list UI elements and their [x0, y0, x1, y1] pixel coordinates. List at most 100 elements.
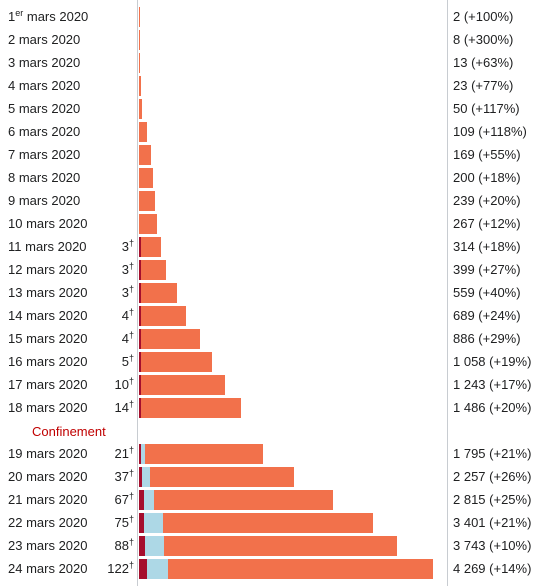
chart-row: 14 mars 2020 4† 689 (+24%) [0, 304, 542, 327]
chart-row: 17 mars 2020 10† 1 243 (+17%) [0, 373, 542, 396]
date-ordinal-suffix: er [15, 8, 24, 18]
dagger-icon: † [128, 261, 134, 271]
date-month: mars 2020 [22, 515, 88, 530]
active-segment [139, 214, 157, 234]
date-day: 3 [8, 55, 16, 70]
deaths-segment [139, 375, 141, 395]
chart-row: 10 mars 2020 267 (+12%) [0, 212, 542, 235]
date-month: mars 2020 [23, 9, 89, 24]
date-month: mars 2020 [15, 32, 81, 47]
dagger-icon: † [128, 399, 134, 409]
deaths-segment [139, 513, 144, 533]
date-label: 3 mars 2020 [8, 51, 80, 74]
date-label: 5 mars 2020 [8, 97, 80, 120]
case-bar [139, 145, 151, 165]
date-day: 1 [8, 9, 16, 24]
date-label: 2 mars 2020 [8, 28, 80, 51]
date-day: 5 [8, 101, 16, 116]
date-label: 19 mars 2020 [8, 442, 88, 465]
dagger-icon: † [128, 284, 134, 294]
deaths-segment [139, 559, 147, 579]
date-day: 15 [8, 331, 23, 346]
total-cases-label: 3 743 (+10%) [453, 538, 532, 553]
deaths-segment [139, 260, 141, 280]
case-bar [139, 559, 433, 579]
date-month: mars 2020 [15, 55, 81, 70]
date-label: 24 mars 2020 [8, 557, 88, 580]
total-cases-label: 2 815 (+25%) [453, 492, 532, 507]
chart-row: 4 mars 2020 23 (+77%) [0, 74, 542, 97]
recovered-segment [141, 444, 145, 464]
deaths-label: 122† [107, 560, 134, 577]
date-month: mars 2020 [22, 354, 88, 369]
chart-row: 8 mars 2020 200 (+18%) [0, 166, 542, 189]
date-month: mars 2020 [22, 492, 88, 507]
date-label: 22 mars 2020 [8, 511, 88, 534]
active-segment [163, 513, 373, 533]
date-month: mars 2020 [22, 538, 88, 553]
chart-row: 22 mars 2020 75† 3 401 (+21%) [0, 511, 542, 534]
case-bar [139, 260, 166, 280]
date-label: 14 mars 2020 [8, 304, 88, 327]
deaths-segment [139, 329, 141, 349]
date-label: 20 mars 2020 [8, 465, 88, 488]
dagger-icon: † [128, 560, 134, 570]
chart-row: 24 mars 2020 122† 4 269 (+14%) [0, 557, 542, 580]
date-day: 17 [8, 377, 23, 392]
total-cases-label: 1 795 (+21%) [453, 446, 532, 461]
active-segment [168, 559, 433, 579]
chart-row: 23 mars 2020 88† 3 743 (+10%) [0, 534, 542, 557]
total-cases-label: 1 243 (+17%) [453, 377, 532, 392]
date-day: 4 [8, 78, 16, 93]
date-label: 23 mars 2020 [8, 534, 88, 557]
case-bar [139, 237, 161, 257]
date-label: 17 mars 2020 [8, 373, 88, 396]
total-cases-label: 8 (+300%) [453, 32, 514, 47]
date-day: 21 [8, 492, 23, 507]
bar-axis-line [137, 0, 138, 586]
date-label: 21 mars 2020 [8, 488, 88, 511]
total-cases-label: 399 (+27%) [453, 262, 521, 277]
case-bar [139, 7, 140, 27]
active-segment [164, 536, 397, 556]
active-segment [141, 398, 241, 418]
date-month: mars 2020 [22, 469, 88, 484]
chart-row: 2 mars 2020 8 (+300%) [0, 28, 542, 51]
dagger-icon: † [128, 238, 134, 248]
date-day: 9 [8, 193, 16, 208]
active-segment [139, 76, 141, 96]
recovered-segment [145, 536, 164, 556]
total-cases-label: 13 (+63%) [453, 55, 514, 70]
deaths-segment [139, 536, 145, 556]
date-month: mars 2020 [22, 308, 88, 323]
chart-row: 3 mars 2020 13 (+63%) [0, 51, 542, 74]
deaths-segment [139, 283, 141, 303]
date-label: 6 mars 2020 [8, 120, 80, 143]
case-bar [139, 329, 200, 349]
deaths-label: 3† [121, 284, 134, 301]
date-day: 11 [8, 239, 22, 254]
active-segment [139, 168, 153, 188]
date-day: 12 [8, 262, 23, 277]
active-segment [139, 122, 147, 142]
deaths-label: 67† [114, 491, 134, 508]
case-bar [139, 168, 153, 188]
chart-row: 20 mars 2020 37† 2 257 (+26%) [0, 465, 542, 488]
deaths-segment [139, 352, 141, 372]
case-bar [139, 283, 177, 303]
date-month: mars 2020 [22, 446, 88, 461]
date-month: mars 2020 [15, 170, 81, 185]
total-cases-label: 109 (+118%) [453, 124, 527, 139]
date-label: 8 mars 2020 [8, 166, 80, 189]
dagger-icon: † [128, 445, 134, 455]
case-bar [139, 490, 333, 510]
case-bar [139, 352, 212, 372]
deaths-segment [139, 490, 144, 510]
date-label: 4 mars 2020 [8, 74, 80, 97]
active-segment [139, 53, 140, 73]
recovered-segment [144, 513, 163, 533]
recovered-segment [144, 490, 154, 510]
chart-row: 21 mars 2020 67† 2 815 (+25%) [0, 488, 542, 511]
case-bar [139, 53, 140, 73]
active-segment [154, 490, 333, 510]
